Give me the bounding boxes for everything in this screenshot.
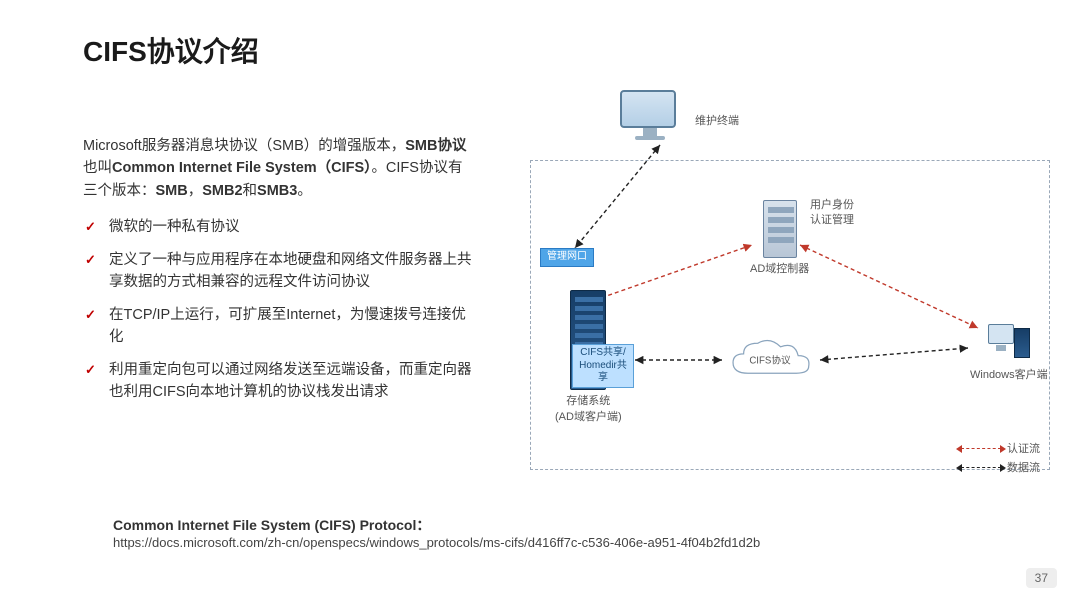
content-left: Microsoft服务器消息块协议（SMB）的增强版本，SMB协议也叫Commo… [83,135,473,414]
label-maintenance-terminal: 维护终端 [695,112,739,128]
footer-reference: Common Internet File System (CIFS) Proto… [113,515,933,550]
footer-title: Common Internet File System (CIFS) Proto… [113,515,933,535]
bullet-item: 微软的一种私有协议 [103,216,473,238]
diagram-legend: 认证流 数据流 [961,440,1040,478]
monitor-icon [620,90,680,140]
bullet-list: 微软的一种私有协议 定义了一种与应用程序在本地硬盘和网络文件服务器上共享数据的方… [83,216,473,403]
bullet-item: 利用重定向包可以通过网络发送至远端设备，而重定向器也利用CIFS向本地计算机的协… [103,359,473,404]
legend-auth: 认证流 [961,440,1040,456]
node-cloud: CIFS协议 [725,338,815,382]
tag-management-port: 管理网口 [540,248,594,267]
label-storage-2: (AD域客户端) [555,408,622,424]
bullet-item: 定义了一种与应用程序在本地硬盘和网络文件服务器上共享数据的方式相兼容的远程文件访… [103,249,473,294]
footer-url: https://docs.microsoft.com/zh-cn/openspe… [113,535,933,550]
node-windows-client: Windows客户端 [970,318,1048,382]
label-ad-server-side: 用户身份认证管理 [810,198,854,228]
label-storage-1: 存储系统 [555,392,622,408]
page-number: 37 [1026,568,1057,588]
intro-paragraph: Microsoft服务器消息块协议（SMB）的增强版本，SMB协议也叫Commo… [83,135,473,202]
tag-cifs-share: CIFS共享/ Homedir共享 [572,344,634,388]
cloud-label: CIFS协议 [749,354,791,367]
label-windows-client: Windows客户端 [970,366,1048,382]
node-ad-server: AD域控制器 [750,200,809,276]
architecture-diagram: 维护终端 管理网口 存储系统 (AD域客户端) CIFS共享/ Homedir共… [500,90,1060,490]
node-maintenance-terminal [620,90,680,140]
server-icon [763,200,797,258]
cloud-icon: CIFS协议 [725,338,815,382]
legend-data: 数据流 [961,459,1040,475]
bullet-item: 在TCP/IP上运行，可扩展至Internet，为慢速拨号连接优化 [103,304,473,349]
page-title: CIFS协议介绍 [83,30,259,70]
label-ad-server: AD域控制器 [750,260,809,276]
pc-icon [988,318,1030,364]
